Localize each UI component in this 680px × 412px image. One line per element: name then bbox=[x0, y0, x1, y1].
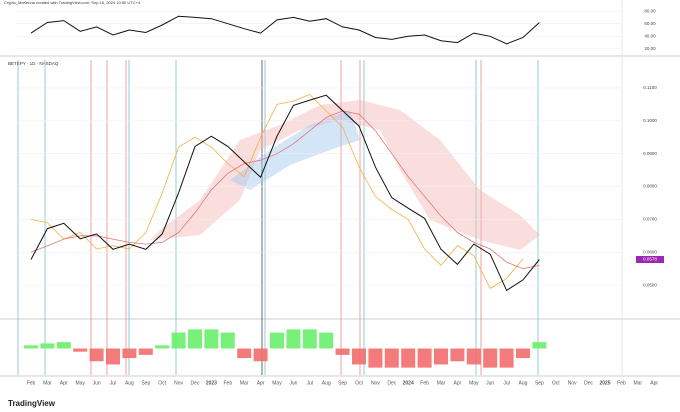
histogram-bar bbox=[155, 345, 170, 349]
x-tick-label: Nov bbox=[568, 380, 577, 386]
x-tick-label: Apr bbox=[257, 380, 265, 386]
histogram-bar bbox=[335, 348, 350, 355]
histogram-bar bbox=[286, 329, 301, 349]
histogram-bar bbox=[220, 332, 235, 349]
cloud bbox=[230, 110, 360, 190]
histogram-bar bbox=[204, 329, 219, 349]
y-tick-label: 20.00 bbox=[644, 46, 656, 51]
histogram-bar bbox=[122, 348, 137, 359]
author-note: Crypto_McKenna created with TradingView.… bbox=[4, 0, 141, 5]
histogram-bar bbox=[237, 348, 252, 359]
x-tick-label: Jun bbox=[289, 380, 297, 386]
histogram-bar bbox=[270, 332, 284, 349]
x-tick-label: Feb bbox=[223, 380, 232, 386]
histogram-bar bbox=[73, 348, 88, 352]
histogram-bar bbox=[499, 348, 514, 368]
histogram-bar bbox=[302, 329, 317, 349]
symbol: BETEPY · 1D · NASDAQ bbox=[8, 61, 59, 66]
series-line bbox=[30, 94, 540, 292]
y-tick-label: 60.00 bbox=[644, 21, 656, 26]
y-tick-label: 80.00 bbox=[644, 8, 656, 13]
x-tick-label: Oct bbox=[355, 380, 363, 386]
x-tick-label: Jul bbox=[503, 380, 509, 386]
histogram-bar bbox=[89, 348, 104, 362]
x-tick-label: Jun bbox=[93, 380, 101, 386]
brand: TradingView bbox=[8, 399, 56, 408]
series-line bbox=[30, 110, 540, 270]
histogram-bar bbox=[417, 348, 432, 368]
y-tick-label: 0.0500 bbox=[643, 282, 657, 287]
histogram-bar bbox=[352, 348, 366, 365]
x-tick-label: May bbox=[272, 380, 282, 386]
x-tick-label: Oct bbox=[158, 380, 166, 386]
x-tick-label: Mar bbox=[633, 380, 642, 386]
y-tick-label: 40.00 bbox=[644, 33, 656, 38]
x-tick-label: Sep bbox=[535, 380, 544, 386]
histogram-bar bbox=[401, 348, 416, 368]
x-tick-label: Aug bbox=[519, 380, 528, 386]
histogram-bar bbox=[188, 329, 202, 349]
histogram-bar bbox=[40, 343, 55, 349]
x-tick-label: Feb bbox=[420, 380, 429, 386]
histogram-bar bbox=[384, 348, 399, 368]
x-tick-label: May bbox=[75, 380, 85, 386]
histogram-bar bbox=[138, 348, 153, 355]
y-tick-label: 0.0700 bbox=[643, 217, 657, 222]
x-tick-label: Apr bbox=[650, 380, 658, 386]
x-tick-label: Feb bbox=[617, 380, 626, 386]
x-tick-label: Mar bbox=[43, 380, 52, 386]
x-tick-label: Aug bbox=[322, 380, 331, 386]
histogram-bar bbox=[434, 348, 448, 365]
y-tick-label: 0.1100 bbox=[643, 85, 657, 90]
x-tick-label: Apr bbox=[454, 380, 462, 386]
histogram-bar bbox=[171, 332, 186, 349]
price-tag bbox=[636, 255, 664, 263]
x-tick-label: Mar bbox=[437, 380, 446, 386]
histogram-bar bbox=[516, 348, 530, 359]
x-tick-label: Feb bbox=[27, 380, 36, 386]
signal-lines bbox=[17, 60, 539, 375]
x-tick-label: Mar bbox=[240, 380, 249, 386]
histogram-bar bbox=[483, 348, 498, 368]
x-tick-label: 2025 bbox=[599, 380, 610, 386]
x-tick-label: Dec bbox=[584, 380, 593, 386]
x-tick-label: 2023 bbox=[206, 380, 217, 386]
x-tick-label: Sep bbox=[338, 380, 347, 386]
histogram-bar bbox=[466, 348, 481, 365]
histogram-bar bbox=[319, 332, 334, 349]
y-tick-label: 0.0800 bbox=[643, 184, 657, 189]
x-tick-label: Jul bbox=[110, 380, 116, 386]
x-tick-label: Sep bbox=[141, 380, 150, 386]
x-tick-label: May bbox=[469, 380, 479, 386]
histogram-bar bbox=[368, 348, 383, 368]
x-tick-label: Dec bbox=[191, 380, 200, 386]
x-tick-label: Aug bbox=[125, 380, 134, 386]
histogram-bar bbox=[24, 345, 38, 349]
price-tag-label: 0.0578 bbox=[643, 257, 657, 262]
x-tick-label: Jul bbox=[307, 380, 313, 386]
x-tick-label: Dec bbox=[387, 380, 396, 386]
histogram-bar bbox=[450, 348, 465, 362]
series-line bbox=[30, 15, 540, 45]
histogram-bar bbox=[253, 348, 268, 362]
y-tick-label: 0.0900 bbox=[643, 151, 657, 156]
x-tick-label: Nov bbox=[371, 380, 380, 386]
y-tick-label: 0.1000 bbox=[643, 118, 657, 123]
x-tick-label: Nov bbox=[174, 380, 183, 386]
histogram-bar bbox=[532, 342, 547, 349]
y-tick-label: 0.0600 bbox=[643, 249, 657, 254]
histogram-bar bbox=[106, 348, 120, 365]
x-tick-label: Oct bbox=[552, 380, 560, 386]
x-tick-label: 2024 bbox=[403, 380, 414, 386]
cloud bbox=[150, 100, 540, 250]
series-line bbox=[30, 94, 524, 289]
x-tick-label: Jun bbox=[486, 380, 494, 386]
histogram-bar bbox=[56, 342, 71, 349]
x-tick-label: Apr bbox=[60, 380, 68, 386]
